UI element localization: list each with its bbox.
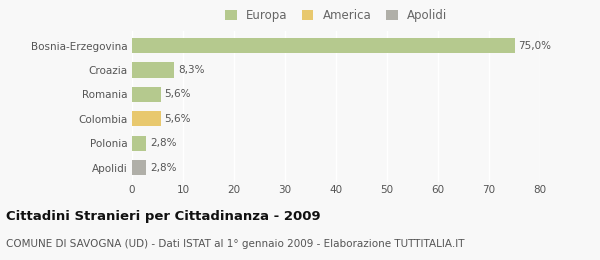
Text: 2,8%: 2,8% (151, 138, 177, 148)
Text: 5,6%: 5,6% (164, 114, 191, 124)
Bar (132, 160, 146, 175)
Bar (132, 87, 161, 102)
Text: Cittadini Stranieri per Cittadinanza - 2009: Cittadini Stranieri per Cittadinanza - 2… (6, 210, 320, 223)
Bar (132, 111, 161, 126)
Bar (132, 62, 175, 77)
Text: 75,0%: 75,0% (518, 41, 551, 51)
Text: 5,6%: 5,6% (164, 89, 191, 99)
Bar (132, 136, 146, 151)
Text: COMUNE DI SAVOGNA (UD) - Dati ISTAT al 1° gennaio 2009 - Elaborazione TUTTITALIA: COMUNE DI SAVOGNA (UD) - Dati ISTAT al 1… (6, 239, 464, 249)
Legend: Europa, America, Apolidi: Europa, America, Apolidi (225, 9, 447, 22)
Text: 2,8%: 2,8% (151, 162, 177, 173)
Bar (132, 38, 515, 53)
Text: 8,3%: 8,3% (178, 65, 205, 75)
